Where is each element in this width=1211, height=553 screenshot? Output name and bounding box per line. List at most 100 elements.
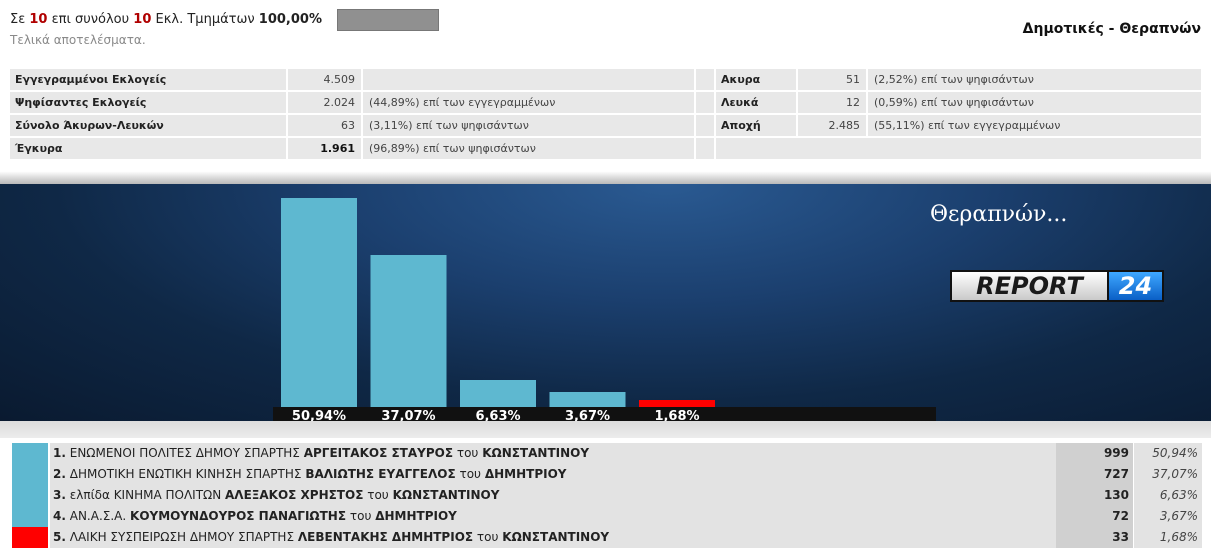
result-row[interactable]: 4. ΑΝ.Α.Σ.Α. ΚΟΥΜΟΥΝΔΟΥΡΟΣ ΠΑΝΑΓΙΩΤΗΣ το… [10,506,1202,527]
stat-spacer [696,92,714,113]
candidate-name: ΒΑΛΙΩΤΗΣ ΕΥΑΓΓΕΛΟΣ [305,467,456,481]
stat-label: Ακυρα [716,69,796,90]
middle-text: επι συνόλου [51,12,130,27]
stat-value: 1.961 [288,138,361,159]
total-sections: 10 [133,12,152,27]
counted-sections: 10 [29,12,48,27]
bar-label-5: 1,68% [654,409,699,421]
logo-word: REPORT [950,270,1109,302]
sections-counted-summary: Σε 10 επι συνόλου 10 Εκλ. Τμημάτων 100,0… [10,12,322,27]
vote-percent: 1,68% [1134,527,1202,548]
party-color-swatch [12,464,48,485]
stat-note: (55,11%) επί των εγγεγραμμένων [868,115,1201,136]
stat-value: 63 [288,115,361,136]
party-color-swatch [12,506,48,527]
chart-title: Θεραπνών... [930,202,1068,227]
party-name: ΑΝ.Α.Σ.Α. [69,509,127,523]
label-strip [273,407,936,421]
candidate-name: ΛΕΒΕΝΤΑΚΗΣ ΔΗΜΗΤΡΙΟΣ [297,530,474,544]
bar-5 [639,400,715,407]
count-progress-bar [337,9,439,31]
bar-label-2: 37,07% [381,409,435,421]
stat-label: Λευκά [716,92,796,113]
stat-note: (2,52%) επί των ψηφισάντων [868,69,1201,90]
stat-value: 51 [798,69,866,90]
rank: 5. [53,530,66,544]
region-title: Δημοτικές - Θεραπνών [1022,21,1201,37]
of-word: του [367,488,389,502]
stat-note: (44,89%) επί των εγγεγραμμένων [363,92,694,113]
report24-logo: REPORT 24 [950,270,1164,302]
candidate-name: ΚΟΥΜΟΥΝΔΟΥΡΟΣ ΠΑΝΑΓΙΩΤΗΣ [130,509,347,523]
of-word: του [476,530,499,544]
father-name: ΔΗΜΗΤΡΙΟΥ [484,467,567,481]
bar-4 [549,392,626,407]
father-name: ΔΗΜΗΤΡΙΟΥ [375,509,457,523]
divider-shadow [0,166,1211,184]
stat-label: Εγγεγραμμένοι Εκλογείς [10,69,286,90]
vote-count: 33 [1056,527,1133,548]
bar-3 [460,380,536,407]
party-name: ελπίδα ΚΙΝΗΜΑ ΠΟΛΙΤΩΝ [69,488,222,502]
father-name: ΚΩΝΣΤΑΝΤΙΝΟΥ [482,446,590,460]
result-row[interactable]: 5. ΛΑΙΚΗ ΣΥΣΠΕΙΡΩΣΗ ΔΗΜΟΥ ΣΠΑΡΤΗΣ ΛΕΒΕΝΤ… [10,527,1202,548]
result-row[interactable]: 1. ΕΝΩΜΕΝΟΙ ΠΟΛΙΤΕΣ ΔΗΜΟΥ ΣΠΑΡΤΗΣ ΑΡΓΕΙΤ… [10,443,1202,464]
stat-label: Έγκυρα [10,138,286,159]
father-name: ΚΩΝΣΤΑΝΤΙΝΟΥ [392,488,500,502]
results-bar-chart: 50,94% 37,07% 6,63% 3,67% 1,68% [273,198,936,421]
party-name: ΕΝΩΜΕΝΟΙ ΠΟΛΙΤΕΣ ΔΗΜΟΥ ΣΠΑΡΤΗΣ [69,446,300,460]
candidate-name-cell: 4. ΑΝ.Α.Σ.Α. ΚΟΥΜΟΥΝΔΟΥΡΟΣ ΠΑΝΑΓΙΩΤΗΣ το… [50,506,1056,527]
suffix-text: Εκλ. Τμημάτων [155,12,255,27]
vote-percent: 3,67% [1134,506,1202,527]
logo-number: 24 [1109,270,1164,302]
results-chart-panel: 50,94% 37,07% 6,63% 3,67% 1,68% Θεραπνών... … [0,184,1211,421]
bar-label-3: 6,63% [475,409,520,421]
party-color-swatch [12,485,48,506]
stat-empty-cell [716,138,1201,159]
stat-note: (3,11%) επί των ψηφισάντων [363,115,694,136]
bar-1 [281,198,357,407]
rank: 2. [53,467,66,481]
stat-value: 12 [798,92,866,113]
of-word: του [459,467,481,481]
result-row[interactable]: 3. ελπίδα ΚΙΝΗΜΑ ΠΟΛΙΤΩΝ ΑΛΕΞΑΚΟΣ ΧΡΗΣΤΟ… [10,485,1202,506]
bar-2 [370,255,447,407]
stat-spacer [696,138,714,159]
prefix-text: Σε [10,12,26,27]
vote-count: 999 [1056,443,1133,464]
candidate-name: ΑΛΕΞΑΚΟΣ ΧΡΗΣΤΟΣ [225,488,364,502]
stat-note: (96,89%) επί των ψηφισάντων [363,138,694,159]
candidate-name-cell: 3. ελπίδα ΚΙΝΗΜΑ ΠΟΛΙΤΩΝ ΑΛΕΞΑΚΟΣ ΧΡΗΣΤΟ… [50,485,1056,506]
bar-label-1: 50,94% [292,409,346,421]
of-word: του [456,446,479,460]
counted-percent: 100,00% [258,12,322,27]
vote-percent: 37,07% [1134,464,1202,485]
father-name: ΚΩΝΣΤΑΝΤΙΝΟΥ [502,530,610,544]
candidate-name-cell: 1. ΕΝΩΜΕΝΟΙ ΠΟΛΙΤΕΣ ΔΗΜΟΥ ΣΠΑΡΤΗΣ ΑΡΓΕΙΤ… [50,443,1056,464]
panel-bottom-band [0,421,1211,438]
party-name: ΛΑΙΚΗ ΣΥΣΠΕΙΡΩΣΗ ΔΗΜΟΥ ΣΠΑΡΤΗΣ [69,530,295,544]
rank: 4. [53,509,66,523]
final-results-note: Τελικά αποτελέσματα. [10,33,146,47]
stat-label: Αποχή [716,115,796,136]
stat-note [363,69,694,90]
candidate-name-cell: 5. ΛΑΙΚΗ ΣΥΣΠΕΙΡΩΣΗ ΔΗΜΟΥ ΣΠΑΡΤΗΣ ΛΕΒΕΝΤ… [50,527,1056,548]
bar-label-4: 3,67% [565,409,610,421]
stat-value: 4.509 [288,69,361,90]
of-word: του [349,509,372,523]
vote-count: 72 [1056,506,1133,527]
rank: 3. [53,488,66,502]
vote-percent: 50,94% [1134,443,1202,464]
vote-count: 130 [1056,485,1133,506]
stat-note: (0,59%) επί των ψηφισάντων [868,92,1201,113]
candidate-name-cell: 2. ΔΗΜΟΤΙΚΗ ΕΝΩΤΙΚΗ ΚΙΝΗΣΗ ΣΠΑΡΤΗΣ ΒΑΛΙΩ… [50,464,1056,485]
stat-value: 2.024 [288,92,361,113]
vote-percent: 6,63% [1134,485,1202,506]
party-name: ΔΗΜΟΤΙΚΗ ΕΝΩΤΙΚΗ ΚΙΝΗΣΗ ΣΠΑΡΤΗΣ [69,467,302,481]
rank: 1. [53,446,66,460]
stat-spacer [696,69,714,90]
result-row[interactable]: 2. ΔΗΜΟΤΙΚΗ ΕΝΩΤΙΚΗ ΚΙΝΗΣΗ ΣΠΑΡΤΗΣ ΒΑΛΙΩ… [10,464,1202,485]
stat-value: 2.485 [798,115,866,136]
party-color-swatch [12,527,48,548]
stat-spacer [696,115,714,136]
